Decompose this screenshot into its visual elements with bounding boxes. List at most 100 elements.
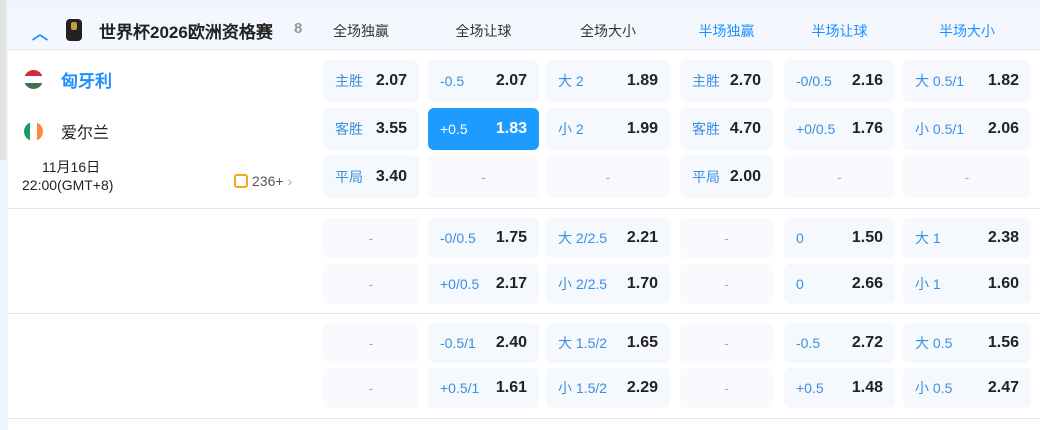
hungary-flag-icon bbox=[24, 70, 43, 89]
empty-odds: - bbox=[368, 335, 374, 351]
empty-odds: - bbox=[724, 380, 729, 396]
odds-cell[interactable]: 主胜 2.70 bbox=[680, 60, 773, 102]
chevron-up-icon[interactable]: ︿ bbox=[32, 26, 49, 43]
odds-cell[interactable]: +0.5 1.48 bbox=[784, 368, 895, 408]
odds-label: -0/0.5 bbox=[440, 230, 476, 246]
col-header: 全场让球 bbox=[455, 23, 512, 39]
empty-odds: - bbox=[481, 168, 486, 185]
odds-value: 2.00 bbox=[729, 167, 761, 185]
empty-odds: - bbox=[368, 230, 374, 246]
odds-value: 1.60 bbox=[987, 275, 1019, 292]
odds-label: 小 2 bbox=[558, 121, 584, 137]
odds-cell[interactable]: -0.5/1 2.40 bbox=[428, 323, 539, 363]
odds-label: 0 bbox=[796, 276, 804, 292]
odds-label: 主胜 bbox=[692, 73, 720, 89]
odds-label: 小 1 bbox=[915, 276, 941, 292]
odds-cell[interactable]: 主胜 2.07 bbox=[323, 60, 419, 102]
odds-cell[interactable]: 客胜 4.70 bbox=[680, 108, 773, 150]
odds-value: 2.21 bbox=[626, 229, 658, 246]
odds-cell[interactable]: 大 1.5/2 1.65 bbox=[546, 323, 670, 363]
odds-cell[interactable]: 小 0.5 2.47 bbox=[903, 368, 1031, 408]
odds-cell[interactable]: -0.5 2.07 bbox=[428, 60, 539, 102]
match-time: 22:00(GMT+8) bbox=[22, 177, 114, 193]
odds-cell[interactable]: 小 0.5/1 2.06 bbox=[903, 108, 1031, 150]
odds-label: 主胜 bbox=[335, 73, 363, 89]
odds-cell[interactable]: 小 1.5/2 2.29 bbox=[546, 368, 670, 408]
odds-cell: - bbox=[546, 155, 670, 198]
odds-cell[interactable]: +0.5/1 1.61 bbox=[428, 368, 539, 408]
odds-cell[interactable]: +0.5 1.83 bbox=[428, 108, 539, 150]
odds-cell[interactable]: -0/0.5 1.75 bbox=[428, 218, 539, 258]
odds-cell: - bbox=[784, 155, 895, 198]
odds-label: +0.5/1 bbox=[440, 380, 480, 396]
odds-cell[interactable]: 小 2 1.99 bbox=[546, 108, 670, 150]
odds-label: +0.5 bbox=[440, 121, 468, 137]
odds-cell[interactable]: -0/0.5 2.16 bbox=[784, 60, 895, 102]
odds-label: -0.5/1 bbox=[440, 335, 476, 351]
odds-value: 1.65 bbox=[626, 334, 658, 351]
more-markets-button[interactable]: 236+ › bbox=[234, 173, 292, 189]
odds-cell: - bbox=[428, 155, 539, 198]
divider bbox=[8, 208, 1040, 209]
odds-cell[interactable]: 大 0.5/1 1.82 bbox=[903, 60, 1031, 102]
odds-value: 2.47 bbox=[987, 379, 1019, 396]
odds-cell: - bbox=[680, 218, 773, 258]
odds-value: 2.66 bbox=[851, 275, 883, 292]
odds-label: 小 2/2.5 bbox=[558, 276, 608, 292]
odds-cell[interactable]: 平局 3.40 bbox=[323, 155, 419, 198]
odds-value: 1.50 bbox=[851, 229, 883, 246]
col-header: 半场独赢 bbox=[698, 23, 755, 39]
odds-value: 2.70 bbox=[729, 72, 761, 89]
odds-cell[interactable]: 小 1 1.60 bbox=[903, 264, 1031, 304]
odds-value: 3.55 bbox=[375, 120, 407, 137]
odds-value: 2.06 bbox=[987, 120, 1019, 137]
odds-value: 1.48 bbox=[851, 379, 883, 396]
odds-value: 2.29 bbox=[626, 379, 658, 396]
odds-cell[interactable]: 平局 2.00 bbox=[680, 155, 773, 198]
col-header: 半场大小 bbox=[939, 23, 995, 39]
odds-cell: - bbox=[903, 155, 1031, 198]
home-team[interactable]: 匈牙利 bbox=[24, 67, 112, 92]
empty-odds: - bbox=[605, 168, 611, 185]
odds-label: 小 1.5/2 bbox=[558, 380, 608, 396]
odds-value: 2.07 bbox=[495, 72, 527, 89]
empty-odds: - bbox=[724, 230, 729, 246]
odds-cell[interactable]: 大 0.5 1.56 bbox=[903, 323, 1031, 363]
league-title: 世界杯2026欧洲资格赛 bbox=[99, 23, 273, 42]
scrollbar[interactable] bbox=[0, 0, 6, 160]
odds-cell[interactable]: 0 1.50 bbox=[784, 218, 895, 258]
odds-label: 小 0.5 bbox=[915, 380, 953, 396]
odds-value: 1.70 bbox=[626, 275, 658, 292]
odds-cell: - bbox=[680, 264, 773, 304]
odds-cell[interactable]: 大 2 1.89 bbox=[546, 60, 670, 102]
odds-value: 2.17 bbox=[495, 275, 527, 292]
divider bbox=[8, 418, 1040, 419]
odds-cell[interactable]: 客胜 3.55 bbox=[323, 108, 419, 150]
odds-value: 3.40 bbox=[375, 167, 407, 185]
odds-cell[interactable]: 大 2/2.5 2.21 bbox=[546, 218, 670, 258]
odds-cell[interactable]: -0.5 2.72 bbox=[784, 323, 895, 363]
league-header: ︿ 世界杯2026欧洲资格赛 8 全场独赢 全场让球 全场大小 半场独赢 半场让… bbox=[8, 8, 1040, 50]
odds-cell[interactable]: +0/0.5 2.17 bbox=[428, 264, 539, 304]
odds-value: 1.76 bbox=[851, 120, 883, 137]
odds-cell[interactable]: 小 2/2.5 1.70 bbox=[546, 264, 670, 304]
odds-cell: - bbox=[680, 323, 773, 363]
odds-label: +0.5 bbox=[796, 380, 824, 396]
league-panel: ︿ 世界杯2026欧洲资格赛 8 全场独赢 全场让球 全场大小 半场独赢 半场让… bbox=[8, 8, 1040, 430]
col-header: 半场让球 bbox=[811, 23, 868, 39]
odds-value: 2.07 bbox=[375, 72, 407, 89]
odds-label: 大 0.5 bbox=[915, 335, 953, 351]
odds-value: 2.72 bbox=[851, 334, 883, 351]
market-icon bbox=[234, 174, 248, 188]
odds-label: +0/0.5 bbox=[796, 121, 836, 137]
odds-cell: - bbox=[323, 323, 419, 363]
odds-cell[interactable]: +0/0.5 1.76 bbox=[784, 108, 895, 150]
odds-label: 大 2/2.5 bbox=[558, 230, 608, 246]
odds-label: 大 0.5/1 bbox=[915, 73, 965, 89]
away-team[interactable]: 爱尔兰 bbox=[24, 119, 109, 143]
odds-cell[interactable]: 0 2.66 bbox=[784, 264, 895, 304]
odds-value: 1.83 bbox=[495, 120, 527, 137]
odds-label: +0/0.5 bbox=[440, 276, 480, 292]
odds-label: 平局 bbox=[692, 168, 720, 185]
odds-cell[interactable]: 大 1 2.38 bbox=[903, 218, 1031, 258]
